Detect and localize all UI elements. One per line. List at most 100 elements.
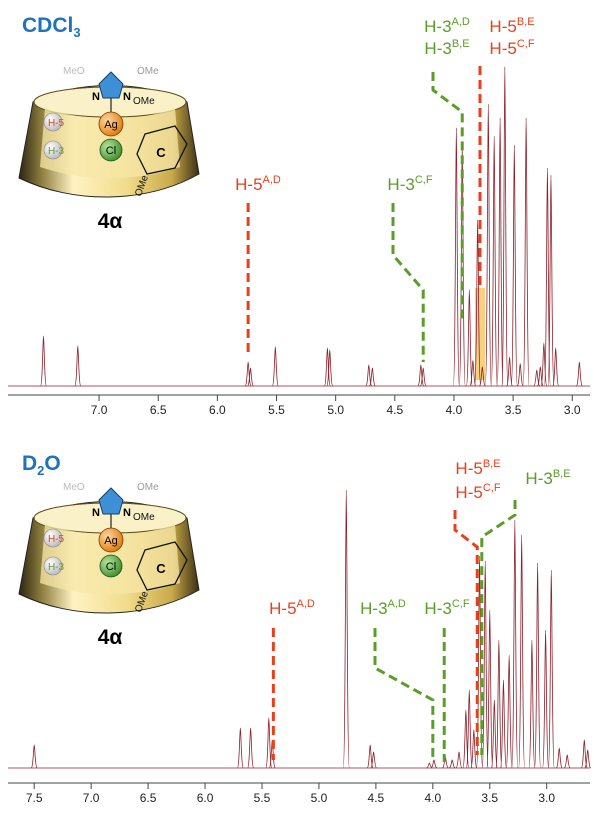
peak-label-text: H-3	[424, 17, 451, 36]
peak-label: H-3A,D	[360, 598, 406, 618]
peak-label-text: H-3	[360, 599, 387, 618]
peak-label-sup: B,E	[517, 16, 535, 28]
peak	[576, 362, 582, 386]
peak	[491, 700, 497, 768]
compound-label: 4α	[98, 210, 123, 233]
peak	[553, 348, 559, 386]
solvent-text: D	[22, 452, 37, 475]
peak	[535, 563, 541, 768]
peak-label: H-5A,D	[269, 598, 315, 618]
x-tick-label: 4.5	[386, 403, 403, 417]
x-tick-label: 5.5	[254, 791, 271, 805]
n-label: N	[92, 507, 100, 519]
peak	[471, 730, 477, 768]
peak	[543, 630, 549, 768]
x-tick-label: 7.0	[91, 403, 108, 417]
ring-label: C	[156, 561, 166, 576]
peak	[556, 748, 562, 768]
peak-label-sup: C,F	[452, 598, 470, 610]
peak	[512, 520, 518, 768]
x-tick-label: 6.0	[209, 403, 226, 417]
peak-label-sup: A,D	[297, 598, 315, 610]
h3-label: H-3	[48, 146, 65, 157]
h5-label: H-5	[48, 118, 65, 129]
peak	[506, 655, 512, 768]
peak-label: H-5B,E	[455, 458, 500, 478]
peak-label-text: H-3	[525, 469, 552, 488]
x-tick-label: 7.0	[83, 791, 100, 805]
peak	[459, 143, 465, 386]
cl-label: Cl	[106, 145, 116, 157]
peak-label-text: H-5	[489, 17, 516, 36]
n-label: N	[123, 91, 131, 103]
solvent-label: CDCl3	[22, 14, 81, 40]
peak	[40, 336, 46, 386]
ag-label: Ag	[104, 119, 117, 131]
page: {"chart_data": [ {"type": "spectrum", "s…	[0, 0, 594, 819]
peak	[487, 610, 493, 768]
x-tick-label: 4.0	[446, 403, 463, 417]
peak-label-sup: C,F	[483, 482, 501, 494]
peak	[491, 136, 497, 386]
peak-label-text: H-5	[455, 459, 482, 478]
peak	[564, 755, 570, 768]
cl-label: Cl	[106, 561, 116, 573]
x-tick-label: 4.5	[368, 791, 385, 805]
x-tick-label: 6.5	[140, 791, 157, 805]
peak-label-sup: A,D	[452, 16, 470, 28]
assignment-line	[375, 628, 433, 762]
peak-label-text: H-5	[455, 483, 482, 502]
peak	[500, 680, 506, 768]
solvent-label: D2O	[22, 452, 61, 478]
solvent-subscript: 2	[37, 463, 44, 478]
meo-label: MeO	[63, 482, 85, 493]
ag-label: Ag	[104, 535, 117, 547]
solvent-subscript: 3	[73, 25, 80, 40]
imidazole	[99, 72, 123, 98]
peak	[544, 168, 550, 386]
x-tick-label: 3.5	[505, 403, 522, 417]
x-tick-label: 7.5	[26, 791, 43, 805]
h5-label: H-5	[48, 534, 65, 545]
peak	[343, 490, 349, 768]
peak	[245, 362, 251, 386]
peak	[548, 570, 554, 768]
peak	[248, 368, 254, 386]
peak	[517, 364, 523, 386]
x-tick-label: 5.0	[327, 403, 344, 417]
peak	[502, 67, 508, 386]
peak	[485, 104, 491, 386]
solvent-text: O	[44, 452, 60, 475]
x-tick-label: 6.0	[197, 791, 214, 805]
ome-label: OMe	[137, 482, 159, 493]
x-tick-label: 3.0	[538, 791, 555, 805]
peak	[466, 290, 472, 386]
n-label: N	[123, 507, 131, 519]
peak-label-sup: A,D	[388, 598, 406, 610]
peak	[529, 640, 535, 768]
peak-label-text: H-3	[424, 599, 451, 618]
peak-label-sup: C,F	[415, 174, 433, 186]
peak-label: H-3B,E	[525, 468, 570, 488]
assignment-line	[393, 203, 423, 362]
peak	[237, 728, 243, 768]
peak	[496, 640, 502, 768]
x-tick-label: 3.5	[481, 791, 498, 805]
ome-label: OMe	[133, 96, 155, 107]
peak	[248, 728, 254, 768]
peak-label-sup: B,E	[483, 458, 501, 470]
imidazole	[99, 488, 123, 514]
ring-label: C	[156, 145, 166, 160]
x-tick-label: 4.0	[424, 791, 441, 805]
peak-label-text: H-3	[387, 175, 414, 194]
peak-label-text: H-3	[424, 39, 451, 58]
peak-label-text: H-5	[489, 39, 516, 58]
x-tick-label: 5.5	[268, 403, 285, 417]
peak	[519, 535, 525, 768]
peak	[511, 145, 517, 386]
peak-label-text: H-5	[269, 599, 296, 618]
peak-label: H-5C,F	[455, 482, 500, 502]
peak-label-text: H-5	[235, 175, 262, 194]
peak	[75, 346, 81, 386]
